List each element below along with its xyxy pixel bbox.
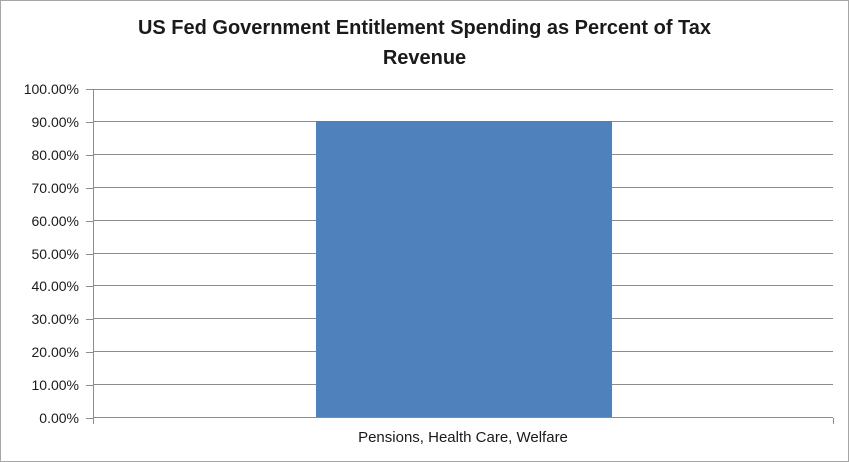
y-axis-tick-label: 100.00% xyxy=(23,81,79,97)
y-axis-tick xyxy=(86,254,94,255)
y-axis-tick-label: 10.00% xyxy=(31,377,79,393)
y-axis-tick xyxy=(86,89,94,90)
y-axis-tick xyxy=(86,221,94,222)
y-axis-tick xyxy=(86,122,94,123)
y-axis-tick-label: 40.00% xyxy=(31,278,79,294)
chart-title-line-2: Revenue xyxy=(382,47,467,69)
y-axis-tick-label: 60.00% xyxy=(31,213,79,229)
y-axis-tick xyxy=(86,352,94,353)
y-axis-tick xyxy=(86,418,94,419)
y-axis-tick xyxy=(86,385,94,386)
x-axis-category-label: Pensions, Health Care, Welfare xyxy=(358,429,568,446)
y-axis-tick-label: 0.00% xyxy=(39,410,79,426)
y-axis-tick xyxy=(86,155,94,156)
y-axis-tick xyxy=(86,188,94,189)
y-axis-tick-label: 30.00% xyxy=(31,311,79,327)
x-axis-tick xyxy=(833,418,834,424)
y-axis-tick-label: 50.00% xyxy=(31,246,79,262)
y-axis-tick-label: 20.00% xyxy=(31,344,79,360)
bar-pensions-health-care-welfare xyxy=(316,121,612,417)
plot-area xyxy=(93,89,833,418)
chart-title-line-1: US Fed Government Entitlement Spending a… xyxy=(137,17,712,39)
gridline xyxy=(94,89,833,90)
x-axis-tick xyxy=(93,418,94,424)
y-axis-tick-label: 70.00% xyxy=(31,180,79,196)
y-axis-tick-label: 80.00% xyxy=(31,147,79,163)
y-axis-tick-label: 90.00% xyxy=(31,114,79,130)
y-axis-tick xyxy=(86,319,94,320)
y-axis-tick xyxy=(86,286,94,287)
chart-title: US Fed Government Entitlement Spending a… xyxy=(1,13,848,73)
